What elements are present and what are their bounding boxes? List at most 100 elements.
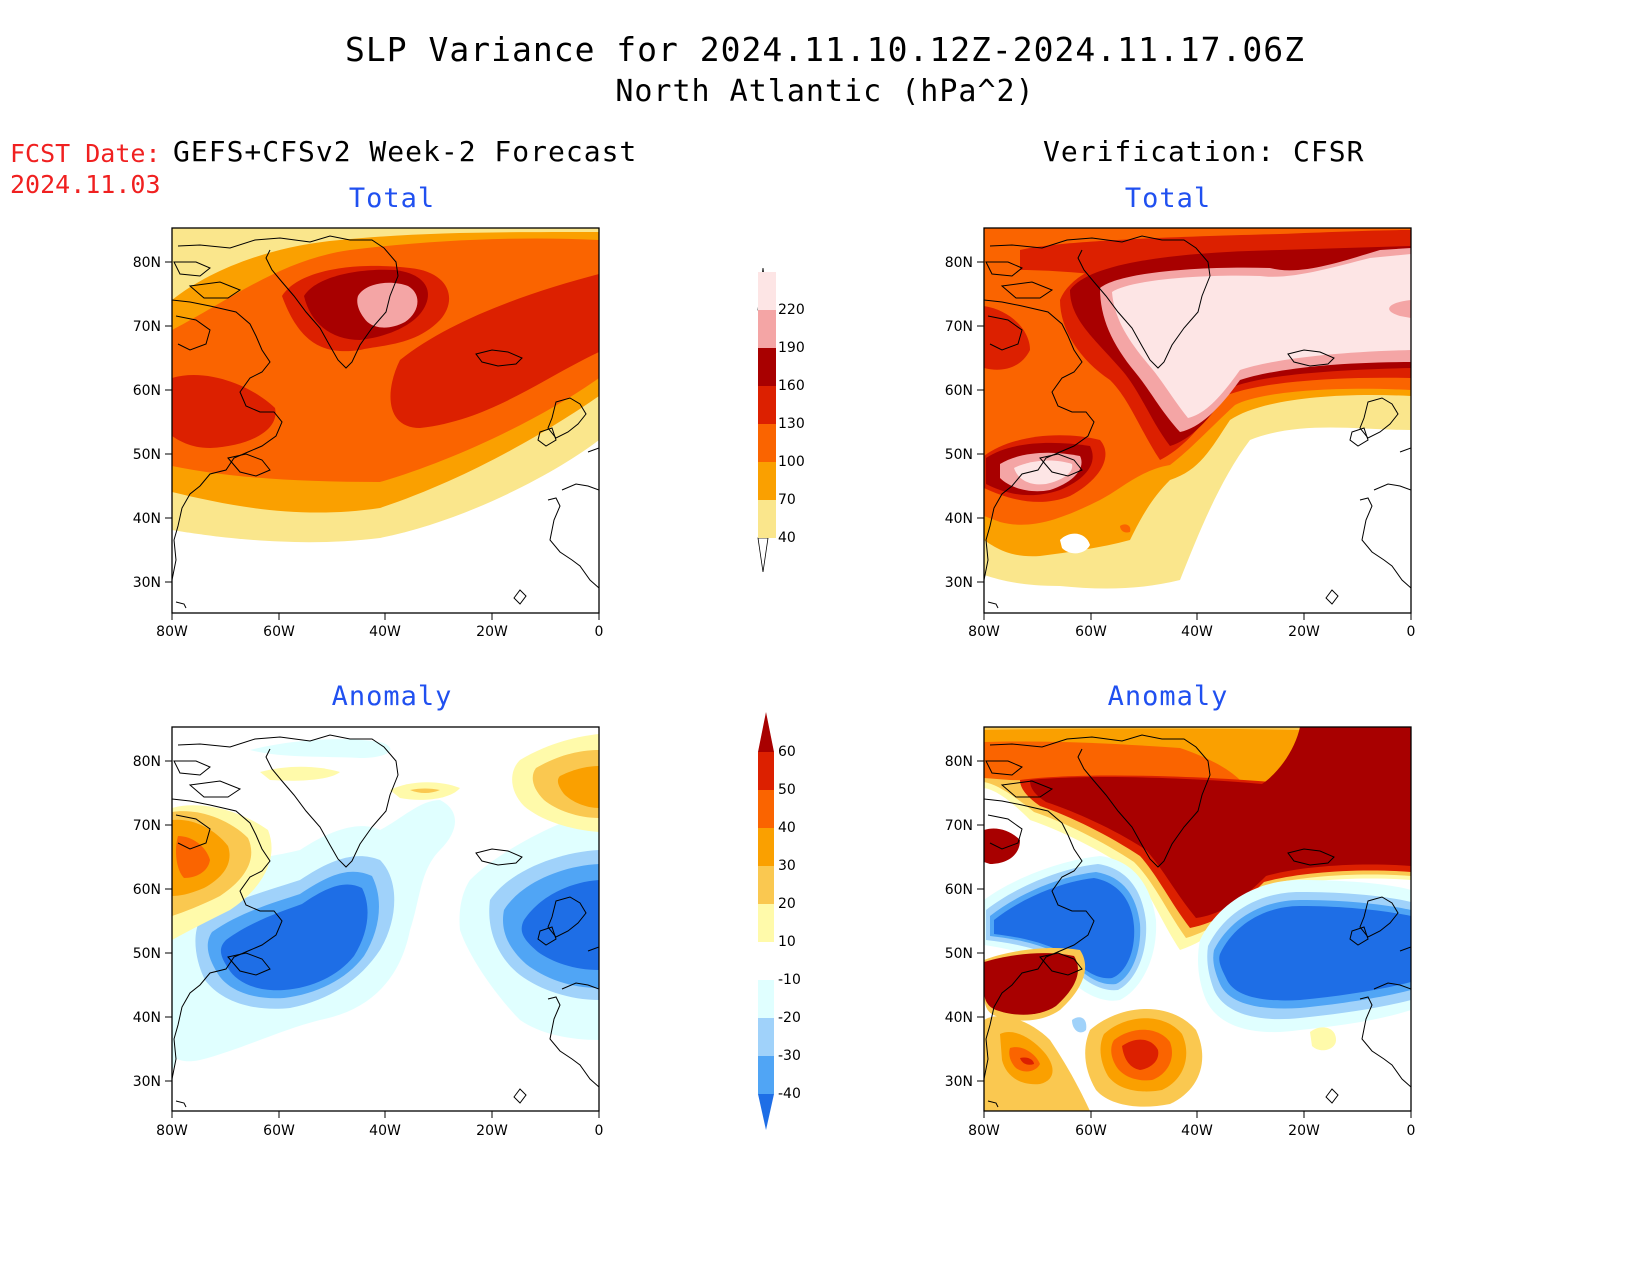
lon-tick-label: 60W: [263, 1123, 295, 1139]
anomaly-colorbar-label: 30: [778, 858, 796, 874]
lat-tick-label: 70N: [945, 319, 973, 335]
lon-tick-label: 80W: [156, 1123, 188, 1139]
lat-tick-label: 80N: [133, 754, 161, 770]
anomaly-colorbar-swatch: [758, 942, 774, 980]
forecast-total-lat-ticks: 80N 70N 60N 50N 40N 30N: [133, 255, 172, 591]
lon-tick-label: 20W: [1288, 1123, 1320, 1139]
forecast-total-lon-ticks: 80W 60W 40W 20W 0: [156, 613, 603, 640]
lon-tick-label: 40W: [1181, 624, 1213, 640]
lat-tick-label: 50N: [133, 447, 161, 463]
anomaly-colorbar-bottom-arrow: [758, 1094, 774, 1130]
total-colorbar-swatch: [758, 348, 776, 386]
anomaly-colorbar-label: 50: [778, 782, 796, 798]
lat-tick-label: 80N: [945, 255, 973, 271]
total-colorbar-swatch: [758, 500, 776, 538]
anomaly-colorbar-label: 20: [778, 896, 796, 912]
chart-subtitle: North Atlantic (hPa^2): [615, 74, 1035, 109]
verification-total-subtitle: Total: [1124, 183, 1212, 214]
lat-tick-label: 60N: [133, 383, 161, 399]
lon-tick-label: 20W: [1288, 624, 1320, 640]
verification-anomaly-lat-ticks: 80N 70N 60N 50N 40N 30N: [945, 754, 984, 1090]
lat-tick-label: 40N: [945, 1010, 973, 1026]
anomaly-colorbar-swatch: [758, 980, 774, 1018]
anomaly-colorbar-labels: 60 50 40 30 20 10 -10 -20 -30 -40: [778, 744, 801, 1102]
lat-tick-label: 40N: [133, 1010, 161, 1026]
lon-tick-label: 60W: [1075, 624, 1107, 640]
lon-tick-label: 40W: [369, 1123, 401, 1139]
verification-anomaly-subtitle: Anomaly: [1107, 681, 1229, 712]
forecast-total-coastlines: [172, 235, 599, 609]
total-colorbar-label: 100: [778, 454, 805, 470]
total-colorbar-label: 220: [778, 302, 805, 318]
lat-tick-label: 40N: [133, 511, 161, 527]
verification-column-title: Verification: CFSR: [1043, 135, 1365, 168]
lon-tick-label: 0: [1407, 1123, 1416, 1139]
lat-tick-label: 70N: [133, 319, 161, 335]
verification-total-map: 80W 60W 40W 20W 0 80N 70N 60N 50N 40N 30…: [945, 227, 1415, 640]
forecast-anomaly-lon-ticks: 80W 60W 40W 20W 0: [156, 1111, 603, 1139]
lat-tick-label: 50N: [133, 946, 161, 962]
lat-tick-label: 80N: [133, 255, 161, 271]
total-colorbar-label: 70: [778, 492, 796, 508]
forecast-total-map: 80W 60W 40W 20W 0 80N 70N 60N 50N 40N 30…: [133, 227, 603, 640]
lat-tick-label: 40N: [945, 511, 973, 527]
forecast-anomaly-lat-ticks: 80N 70N 60N 50N 40N 30N: [133, 754, 172, 1090]
total-colorbar-label: 130: [778, 416, 805, 432]
forecast-anomaly-subtitle: Anomaly: [331, 681, 453, 712]
verification-total-fill: [984, 228, 1411, 613]
total-colorbar-swatch: [758, 386, 776, 424]
anomaly-colorbar-swatch: [758, 790, 774, 828]
lat-tick-label: 30N: [945, 1074, 973, 1090]
lon-tick-label: 40W: [1181, 1123, 1213, 1139]
verification-anomaly-coastlines: [984, 734, 1411, 1108]
anomaly-colorbar-top-arrow: [758, 712, 774, 752]
lat-tick-label: 50N: [945, 946, 973, 962]
lon-tick-label: 0: [1407, 624, 1416, 640]
total-colorbar-swatch: [758, 424, 776, 462]
total-colorbar-swatch: [758, 462, 776, 500]
verification-total-lat-ticks: 80N 70N 60N 50N 40N 30N: [945, 255, 984, 591]
lat-tick-label: 30N: [133, 575, 161, 591]
lat-tick-label: 30N: [133, 1074, 161, 1090]
lon-tick-label: 20W: [476, 624, 508, 640]
verification-total-lon-ticks: 80W 60W 40W 20W 0: [968, 613, 1415, 640]
total-colorbar-swatch: [758, 310, 776, 348]
chart-title: SLP Variance for 2024.11.10.12Z-2024.11.…: [345, 30, 1305, 69]
verification-anomaly-fill: [984, 727, 1411, 1111]
lon-tick-label: 80W: [156, 624, 188, 640]
lat-tick-label: 70N: [133, 818, 161, 834]
lon-tick-label: 80W: [968, 1123, 1000, 1139]
lat-tick-label: 50N: [945, 447, 973, 463]
total-colorbar-labels: 220 190 160 130 100 70 40: [778, 302, 805, 546]
lon-tick-label: 80W: [968, 624, 1000, 640]
anomaly-colorbar-label: 10: [778, 934, 796, 950]
lon-tick-label: 0: [595, 624, 604, 640]
verification-anomaly-map: 80W 60W 40W 20W 0 80N 70N 60N 50N 40N 30…: [945, 726, 1416, 1139]
lon-tick-label: 60W: [1075, 1123, 1107, 1139]
lon-tick-label: 60W: [263, 624, 295, 640]
forecast-total-subtitle: Total: [348, 183, 436, 214]
total-colorbar-swatch: [758, 272, 776, 310]
lat-tick-label: 70N: [945, 818, 973, 834]
verification-total-coastlines: [984, 235, 1411, 609]
anomaly-colorbar-label: -10: [778, 972, 801, 988]
anomaly-colorbar-swatch: [758, 866, 774, 904]
anomaly-colorbar-label: 60: [778, 744, 796, 760]
forecast-date-block: FCST Date: 2024.11.03: [10, 138, 161, 200]
forecast-anomaly-coastlines: [172, 734, 599, 1108]
anomaly-colorbar-label: -30: [778, 1048, 801, 1064]
total-colorbar-label: 190: [778, 340, 805, 356]
anomaly-colorbar-label: -40: [778, 1086, 801, 1102]
anomaly-colorbar-swatch: [758, 1018, 774, 1056]
lon-tick-label: 20W: [476, 1123, 508, 1139]
lat-tick-label: 60N: [945, 383, 973, 399]
forecast-date-label: FCST Date:: [10, 139, 161, 168]
anomaly-colorbar-swatch: [758, 1056, 774, 1094]
total-colorbar-label: 40: [778, 530, 796, 546]
anomaly-colorbar-swatch: [758, 828, 774, 866]
lat-tick-label: 60N: [945, 882, 973, 898]
anomaly-colorbar-swatch: [758, 904, 774, 942]
lat-tick-label: 30N: [945, 575, 973, 591]
anomaly-colorbar-label: 40: [778, 820, 796, 836]
